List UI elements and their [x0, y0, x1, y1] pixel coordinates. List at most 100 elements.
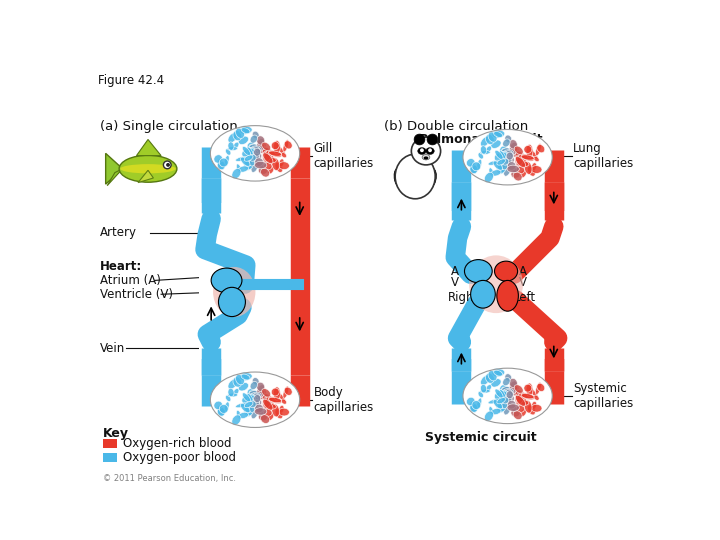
Ellipse shape [235, 403, 248, 408]
Ellipse shape [504, 395, 512, 403]
Text: Oxygen-rich blood: Oxygen-rich blood [122, 437, 231, 450]
Ellipse shape [502, 402, 508, 409]
Ellipse shape [228, 142, 234, 150]
Ellipse shape [276, 145, 285, 155]
Ellipse shape [271, 141, 279, 150]
Ellipse shape [238, 136, 248, 145]
Ellipse shape [228, 393, 238, 397]
Circle shape [163, 161, 171, 169]
Ellipse shape [213, 267, 256, 317]
Ellipse shape [505, 135, 512, 143]
Ellipse shape [498, 162, 505, 170]
Ellipse shape [485, 172, 493, 183]
Ellipse shape [218, 287, 246, 316]
Ellipse shape [246, 404, 251, 412]
Ellipse shape [256, 136, 265, 145]
Ellipse shape [214, 401, 222, 409]
Ellipse shape [249, 154, 256, 161]
Ellipse shape [489, 168, 494, 177]
Ellipse shape [524, 384, 532, 392]
Ellipse shape [422, 154, 430, 160]
Text: Figure 42.4: Figure 42.4 [98, 74, 164, 87]
Ellipse shape [276, 392, 285, 401]
Ellipse shape [508, 403, 518, 411]
Circle shape [428, 148, 432, 152]
Ellipse shape [423, 157, 428, 159]
Circle shape [420, 148, 424, 152]
Ellipse shape [521, 397, 526, 405]
Text: V: V [451, 276, 459, 289]
Ellipse shape [502, 397, 509, 404]
Ellipse shape [531, 401, 536, 409]
Ellipse shape [267, 155, 274, 164]
Ellipse shape [236, 164, 241, 173]
Ellipse shape [492, 130, 505, 138]
Ellipse shape [120, 164, 176, 173]
Ellipse shape [247, 394, 258, 402]
Ellipse shape [472, 162, 481, 171]
Ellipse shape [233, 377, 242, 387]
Ellipse shape [248, 144, 259, 153]
Ellipse shape [519, 161, 529, 166]
Circle shape [427, 134, 438, 145]
Ellipse shape [498, 390, 505, 398]
Ellipse shape [520, 159, 526, 168]
Ellipse shape [503, 139, 510, 147]
Ellipse shape [508, 164, 518, 172]
Ellipse shape [509, 381, 518, 394]
Ellipse shape [264, 395, 272, 408]
Ellipse shape [491, 379, 501, 387]
Ellipse shape [244, 148, 256, 156]
Ellipse shape [503, 402, 511, 415]
Ellipse shape [211, 268, 242, 293]
Ellipse shape [516, 395, 526, 406]
Ellipse shape [243, 393, 251, 402]
Ellipse shape [269, 397, 282, 403]
Ellipse shape [228, 133, 238, 143]
Ellipse shape [478, 392, 483, 398]
Ellipse shape [500, 152, 511, 159]
Ellipse shape [488, 160, 500, 165]
Ellipse shape [498, 152, 505, 159]
Text: (b) Double circulation: (b) Double circulation [384, 120, 528, 133]
Ellipse shape [529, 388, 538, 397]
Ellipse shape [491, 140, 501, 149]
Ellipse shape [279, 162, 289, 170]
Ellipse shape [259, 393, 267, 400]
Ellipse shape [516, 166, 525, 174]
Ellipse shape [235, 128, 245, 138]
Ellipse shape [283, 386, 289, 399]
Polygon shape [106, 153, 122, 184]
Ellipse shape [515, 151, 523, 161]
Ellipse shape [521, 159, 526, 166]
Ellipse shape [509, 140, 518, 149]
Ellipse shape [499, 389, 506, 402]
Ellipse shape [500, 384, 507, 392]
Ellipse shape [268, 166, 274, 174]
Ellipse shape [501, 388, 514, 397]
Ellipse shape [268, 155, 274, 163]
Ellipse shape [217, 406, 225, 416]
Ellipse shape [394, 167, 409, 190]
Ellipse shape [251, 153, 259, 161]
Ellipse shape [526, 383, 533, 396]
Ellipse shape [497, 397, 505, 404]
Ellipse shape [269, 397, 282, 404]
Ellipse shape [529, 149, 538, 159]
Ellipse shape [220, 404, 228, 413]
Ellipse shape [513, 146, 519, 152]
Ellipse shape [511, 171, 520, 178]
Ellipse shape [217, 161, 225, 170]
Ellipse shape [395, 154, 435, 199]
Ellipse shape [224, 156, 229, 166]
Ellipse shape [242, 396, 251, 404]
Ellipse shape [502, 148, 508, 157]
Ellipse shape [480, 375, 490, 386]
Ellipse shape [534, 395, 539, 400]
Ellipse shape [251, 390, 258, 398]
Text: Left: Left [514, 291, 536, 304]
Text: V: V [519, 276, 527, 289]
Text: (a) Single circulation: (a) Single circulation [99, 120, 238, 133]
Ellipse shape [498, 401, 503, 408]
Ellipse shape [247, 147, 254, 160]
